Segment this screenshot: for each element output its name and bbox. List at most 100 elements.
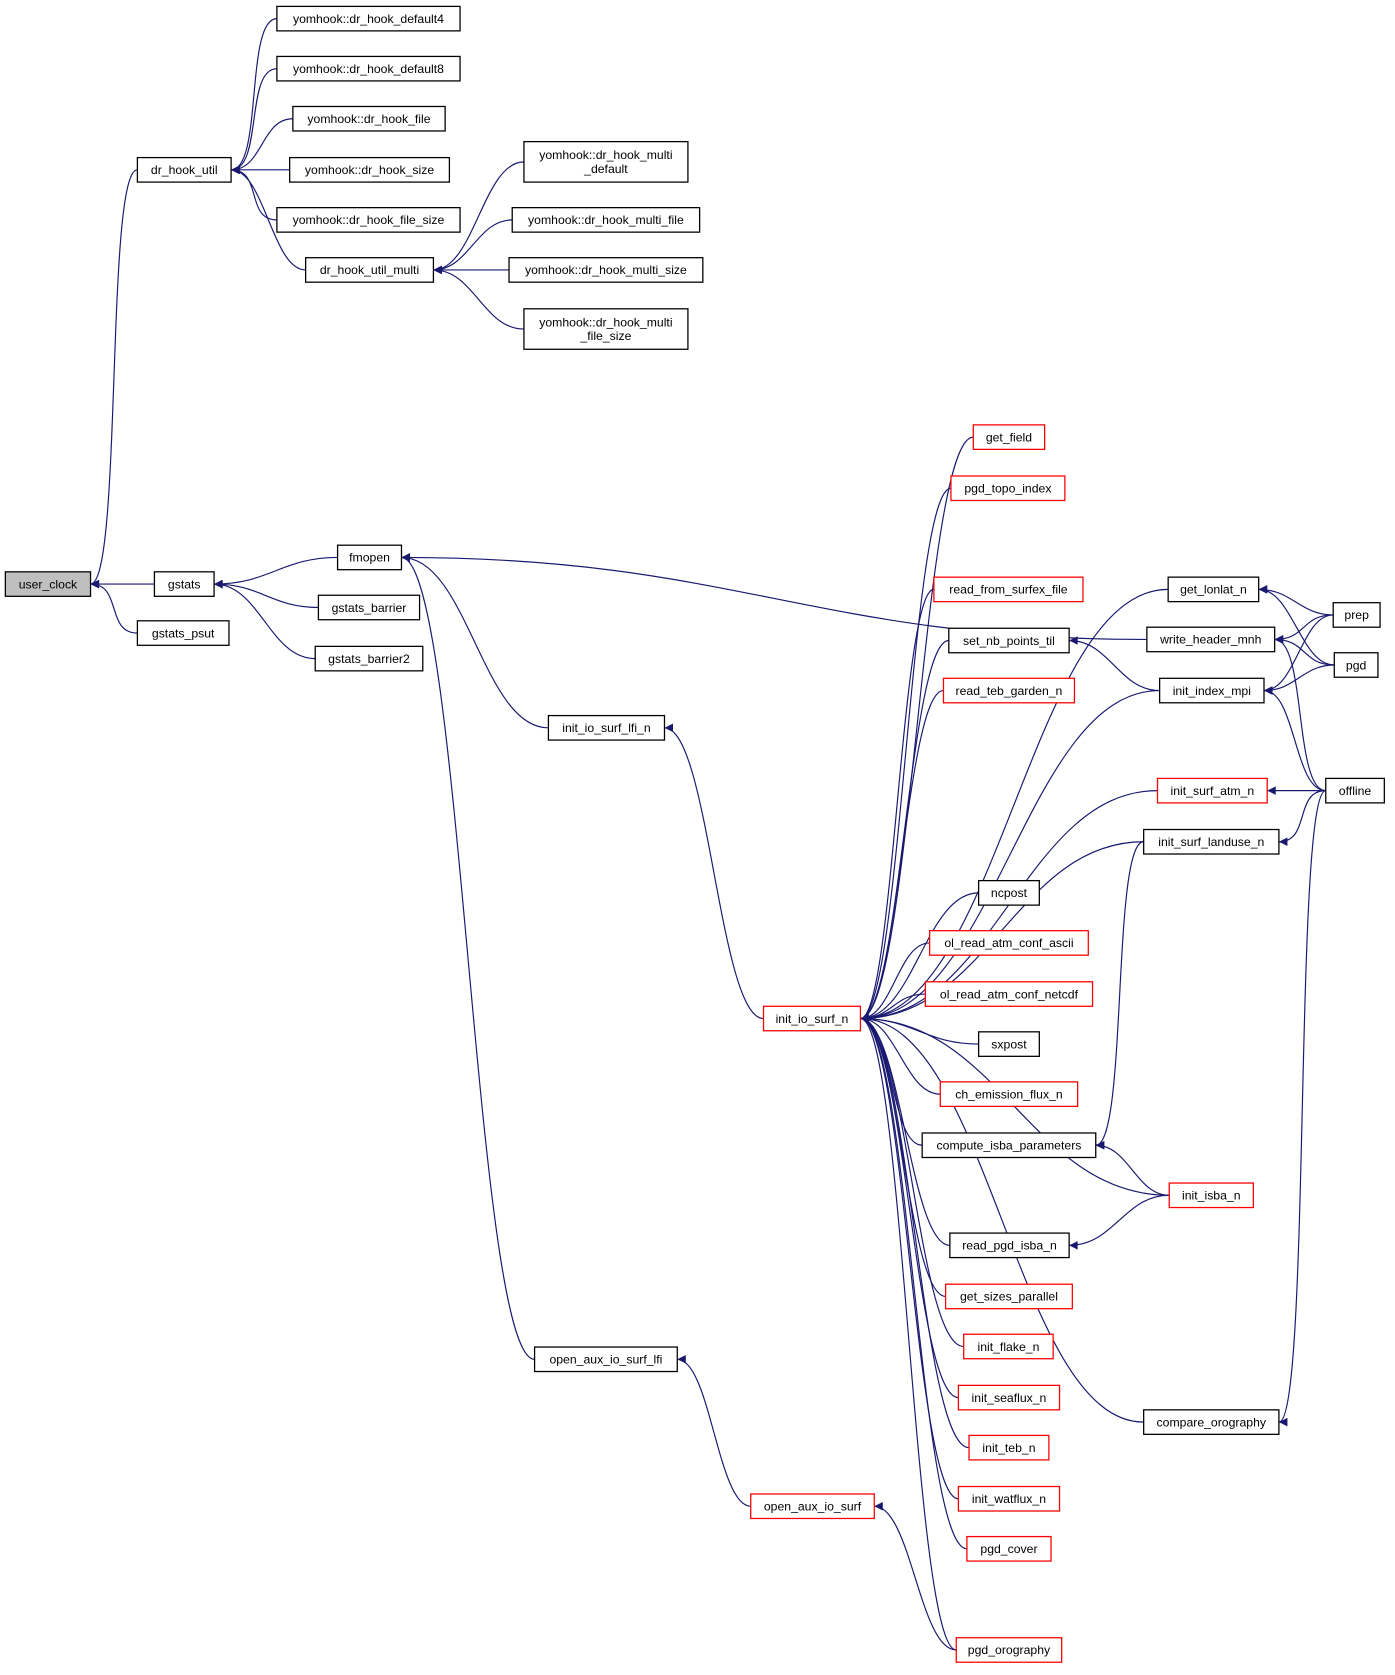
node-label: yomhook::dr_hook_default8	[293, 62, 444, 76]
node-compare-orography[interactable]: compare_orography	[1143, 1409, 1280, 1435]
node-pgd-cover[interactable]: pgd_cover	[966, 1535, 1052, 1562]
node-ch-emission-flux-n[interactable]: ch_emission_flux_n	[939, 1081, 1079, 1108]
node-mdefault[interactable]: yomhook::dr_hook_multi_default	[523, 140, 689, 183]
node-compute-isba-parameters[interactable]: compute_isba_parameters	[921, 1132, 1097, 1159]
call-edge-init_seaflux_n-to-init_io_surf_n	[860, 1014, 959, 1399]
node-box	[750, 1493, 875, 1520]
call-edge-fmopen-to-gstats	[214, 556, 338, 589]
node-box	[942, 677, 1076, 704]
node-init-watflux-n[interactable]: init_watflux_n	[957, 1485, 1061, 1512]
node-gstats-psut[interactable]: gstats_psut	[136, 620, 230, 646]
node-set-nb-points-til[interactable]: set_nb_points_til	[948, 627, 1070, 654]
node-pgd-topo-index[interactable]: pgd_topo_index	[950, 475, 1066, 502]
node-label: yomhook::dr_hook_size	[305, 163, 434, 177]
node-box	[1333, 652, 1379, 678]
node-label: set_nb_points_til	[963, 634, 1055, 648]
node-mfilesize[interactable]: yomhook::dr_hook_multi_file_size	[523, 308, 689, 350]
node-pgd-orography[interactable]: pgd_orography	[955, 1637, 1063, 1663]
call-edge-pgd-to-write_header_mnh	[1274, 635, 1335, 666]
node-dfilesize[interactable]: yomhook::dr_hook_file_size	[276, 207, 461, 233]
node-init-io-surf-n[interactable]: init_io_surf_n	[762, 1005, 862, 1032]
node-box	[966, 1535, 1052, 1562]
node-pgd[interactable]: pgd	[1333, 652, 1379, 678]
call-edge-read_from_surfex_file-to-init_io_surf_n	[860, 588, 935, 1023]
node-dr-hook-util-multi[interactable]: dr_hook_util_multi	[304, 257, 435, 283]
call-edge-pgd-to-init_index_mpi	[1263, 664, 1335, 695]
node-offline[interactable]: offline	[1325, 777, 1385, 804]
call-edge-pgd_orography-to-init_io_surf_n	[860, 1014, 957, 1651]
node-init-seaflux-n[interactable]: init_seaflux_n	[957, 1384, 1061, 1411]
node-get-field[interactable]: get_field	[972, 424, 1046, 451]
node-fmopen[interactable]: fmopen	[336, 544, 403, 571]
node-label: _file_size	[579, 329, 631, 343]
node-label: init_teb_n	[982, 1441, 1035, 1455]
node-prep[interactable]: prep	[1332, 602, 1381, 628]
node-sxpost[interactable]: sxpost	[977, 1031, 1040, 1057]
call-edge-init_index_mpi-to-set_nb_points_til	[1069, 636, 1160, 692]
node-box	[276, 5, 461, 32]
node-read-pgd-isba-n[interactable]: read_pgd_isba_n	[949, 1232, 1070, 1259]
node-user-clock[interactable]: user_clock	[4, 571, 92, 597]
node-ol-read-atm-conf-ascii[interactable]: ol_read_atm_conf_ascii	[928, 930, 1089, 956]
node-box	[955, 1637, 1063, 1663]
node-mfile[interactable]: yomhook::dr_hook_multi_file	[511, 207, 701, 233]
call-edge-d4-to-dr_hook_util	[231, 18, 277, 175]
node-label: yomhook::dr_hook_multi_size	[525, 263, 687, 277]
node-box	[4, 571, 92, 597]
call-edge-ch_emission_flux_n-to-init_io_surf_n	[860, 1014, 941, 1095]
call-edge-pgd_cover-to-init_io_surf_n	[860, 1014, 967, 1550]
node-box	[1167, 576, 1260, 603]
node-read-from-surfex-file[interactable]: read_from_surfex_file	[933, 576, 1084, 603]
node-init-io-surf-lfi-n[interactable]: init_io_surf_lfi_n	[547, 714, 666, 741]
node-write-header-mnh[interactable]: write_header_mnh	[1146, 626, 1276, 653]
node-gstats-barrier2[interactable]: gstats_barrier2	[314, 645, 424, 672]
node-init-index-mpi[interactable]: init_index_mpi	[1159, 677, 1265, 704]
node-dfile[interactable]: yomhook::dr_hook_file	[292, 105, 446, 132]
node-init-surf-landuse-n[interactable]: init_surf_landuse_n	[1143, 828, 1280, 855]
node-get-sizes-parallel[interactable]: get_sizes_parallel	[944, 1283, 1073, 1310]
node-label: read_teb_garden_n	[956, 684, 1063, 698]
call-edge-pgd_topo_index-to-init_io_surf_n	[860, 487, 952, 1023]
node-box	[1143, 1409, 1280, 1435]
call-edge-dr_hook_util_multi-to-dr_hook_util	[231, 165, 306, 271]
call-edge-init_isba_n-to-compute_isba_parameters	[1095, 1140, 1170, 1196]
node-ncpost[interactable]: ncpost	[977, 879, 1040, 906]
call-edge-dr_hook_util-to-user_clock	[90, 169, 138, 589]
call-edge-init_io_surf_lfi_n-to-fmopen	[401, 553, 549, 729]
node-box	[933, 576, 1084, 603]
node-gstats[interactable]: gstats	[153, 571, 215, 597]
node-dr-hook-util[interactable]: dr_hook_util	[136, 156, 232, 183]
node-msize[interactable]: yomhook::dr_hook_multi_size	[508, 257, 704, 283]
node-box	[977, 879, 1040, 906]
node-box	[1159, 677, 1265, 704]
node-label: write_header_mnh	[1159, 633, 1262, 647]
node-get-lonlat-n[interactable]: get_lonlat_n	[1167, 576, 1260, 603]
node-dsize[interactable]: yomhook::dr_hook_size	[289, 156, 451, 183]
node-init-teb-n[interactable]: init_teb_n	[968, 1434, 1050, 1461]
node-open-aux-io-surf-lfi[interactable]: open_aux_io_surf_lfi	[533, 1346, 678, 1373]
node-read-teb-garden-n[interactable]: read_teb_garden_n	[942, 677, 1076, 704]
call-edge-d8-to-dr_hook_util	[231, 68, 277, 175]
node-box	[963, 1333, 1054, 1360]
node-init-flake-n[interactable]: init_flake_n	[963, 1333, 1054, 1360]
call-edge-offline-to-init_surf_landuse_n	[1278, 790, 1326, 847]
node-label: init_io_surf_n	[776, 1012, 849, 1026]
node-d8[interactable]: yomhook::dr_hook_default8	[276, 55, 461, 82]
node-label: get_field	[986, 430, 1032, 444]
node-box	[292, 105, 446, 132]
node-label: yomhook::dr_hook_file	[307, 112, 430, 126]
node-box	[957, 1485, 1061, 1512]
call-edge-init_watflux_n-to-init_io_surf_n	[860, 1014, 959, 1500]
node-label: prep	[1344, 608, 1369, 622]
node-gstats-barrier[interactable]: gstats_barrier	[317, 594, 421, 621]
node-init-isba-n[interactable]: init_isba_n	[1168, 1182, 1254, 1209]
node-label: offline	[1339, 784, 1372, 798]
node-open-aux-io-surf[interactable]: open_aux_io_surf	[750, 1493, 875, 1520]
call-edge-pgd_orography-to-open_aux_io_surf	[874, 1501, 957, 1651]
call-edge-dfilesize-to-dr_hook_util	[231, 165, 277, 221]
node-d4[interactable]: yomhook::dr_hook_default4	[276, 5, 461, 32]
call-edge-mfile-to-dr_hook_util_multi	[433, 219, 513, 275]
node-ol-read-atm-conf-netcdf[interactable]: ol_read_atm_conf_netcdf	[924, 981, 1094, 1007]
node-init-surf-atm-n[interactable]: init_surf_atm_n	[1156, 777, 1268, 804]
